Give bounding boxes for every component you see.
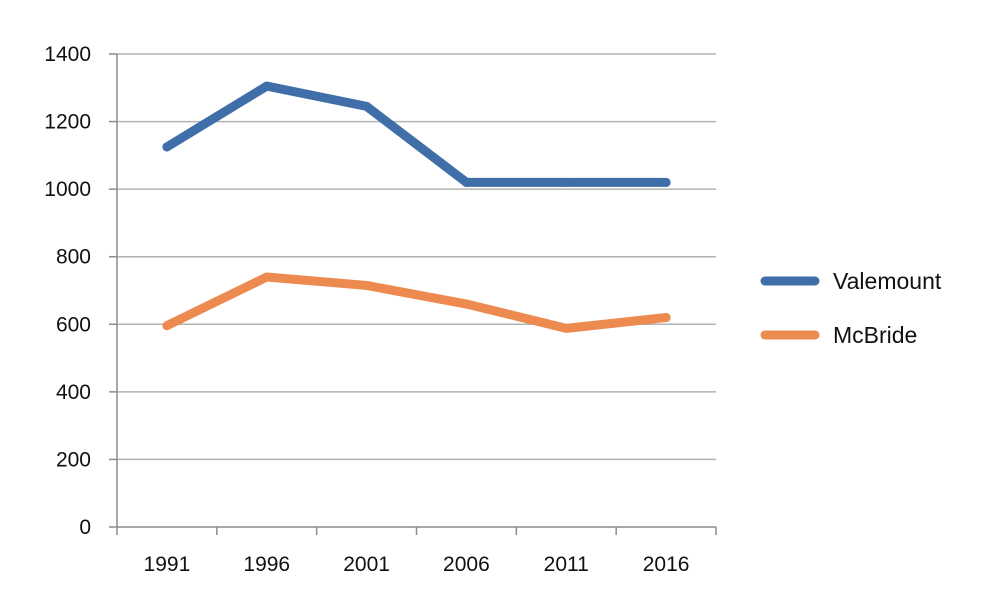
y-tick-label: 600	[56, 313, 91, 336]
series-line-mcbride	[162, 272, 671, 333]
data-point-mcbride	[262, 272, 272, 282]
data-point-valemount	[262, 81, 272, 91]
legend-item-valemount: Valemount	[760, 268, 942, 294]
y-tick-label: 1200	[44, 111, 91, 134]
x-tick-label: 2011	[544, 553, 589, 576]
data-point-mcbride	[661, 313, 671, 323]
data-point-valemount	[362, 101, 372, 111]
y-tick-label: 0	[79, 516, 91, 539]
gridlines	[117, 53, 716, 461]
x-tick-label: 2016	[643, 553, 690, 576]
series-line-valemount	[162, 81, 671, 187]
x-tick-label: 1996	[243, 553, 290, 576]
legend: Valemount McBride	[760, 268, 942, 348]
data-point-valemount	[661, 177, 671, 187]
data-point-mcbride	[162, 321, 172, 331]
y-tick-label: 200	[56, 448, 91, 471]
legend-label: Valemount	[833, 268, 942, 294]
data-point-valemount	[561, 177, 571, 187]
data-point-mcbride	[362, 280, 372, 290]
data-point-mcbride	[561, 323, 571, 333]
y-tick-label: 1000	[44, 178, 91, 201]
legend-item-mcbride: McBride	[760, 322, 917, 348]
y-tick-label: 1400	[44, 43, 91, 66]
x-tick-label: 1991	[144, 553, 191, 576]
x-tick-label: 2001	[343, 553, 390, 576]
data-point-mcbride	[461, 299, 471, 309]
axes	[109, 53, 717, 535]
y-tick-label: 400	[56, 381, 91, 404]
series-lines	[162, 81, 671, 333]
y-tick-label: 800	[56, 246, 91, 269]
data-point-valemount	[461, 177, 471, 187]
tick-labels: 0 200 400 600 800 1000 1200 1400 1991 1996 2001 200…	[44, 43, 689, 576]
legend-label: McBride	[833, 322, 917, 348]
x-tick-label: 2006	[443, 553, 490, 576]
data-point-valemount	[162, 142, 172, 152]
